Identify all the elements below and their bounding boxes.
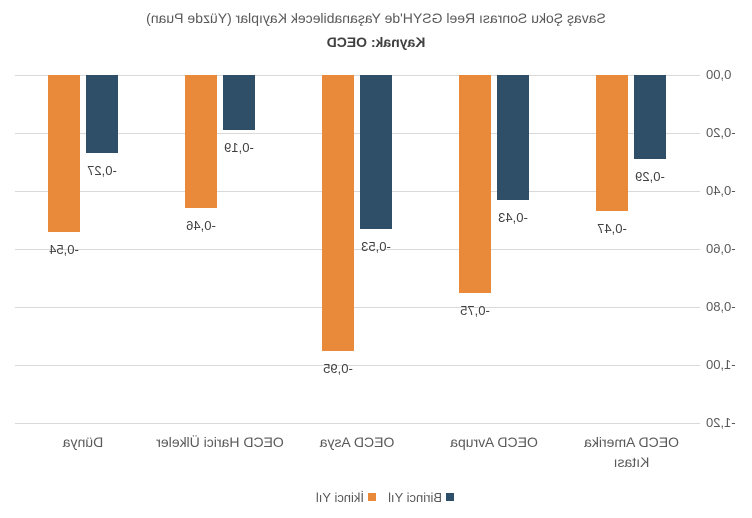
x-tick-label-oecd-amerika-kitasi: OECD Amerika Kıtası — [584, 434, 679, 470]
data-label-ikinci-yil-oecd-amerika-kitasi: -0,47 — [597, 221, 627, 236]
data-label-ikinci-yil-oecd-asya: -0,95 — [323, 361, 353, 376]
legend-label-birinci-yil: Birinci Yıl — [388, 489, 442, 505]
gridline-6 — [15, 423, 700, 424]
legend-item-ikinci-yil: İkinci Yıl — [315, 489, 377, 505]
legend-swatch-birinci-yil — [446, 493, 454, 501]
data-label-birinci-yil-oecd-avrupa: -0,43 — [498, 210, 528, 225]
legend-item-birinci-yil: Birinci Yıl — [388, 490, 454, 505]
bar-ikinci-yil-oecd-harici-ulkeler — [185, 75, 217, 208]
x-tick-label-oecd-harici-ulkeler: OECD Harici Ülkeler — [156, 434, 284, 450]
data-label-ikinci-yil-dunya: -0,54 — [49, 242, 79, 257]
data-label-birinci-yil-dunya: -0,27 — [87, 163, 117, 178]
legend-label-ikinci-yil: İkinci Yıl — [315, 489, 365, 505]
x-tick-label-oecd-asya: OECD Asya — [319, 434, 395, 450]
y-tick-label: -0,20 — [706, 125, 736, 140]
chart-subtitle: Kaynak: OECD — [326, 34, 426, 50]
x-tick-label-oecd-avrupa: OECD Avrupa — [450, 434, 538, 450]
data-label-ikinci-yil-oecd-avrupa: -0,75 — [460, 303, 490, 318]
bar-ikinci-yil-oecd-amerika-kitasi — [596, 75, 628, 211]
data-label-birinci-yil-oecd-amerika-kitasi: -0,29 — [635, 169, 665, 184]
x-tick-label-dunya: Dünya — [62, 434, 104, 450]
y-tick-label: -0,40 — [706, 183, 736, 198]
bar-birinci-yil-oecd-amerika-kitasi — [634, 75, 666, 159]
bar-birinci-yil-oecd-avrupa — [497, 75, 529, 200]
data-label-birinci-yil-oecd-harici-ulkeler: -0,19 — [224, 140, 254, 155]
data-label-ikinci-yil-oecd-harici-ulkeler: -0,46 — [186, 218, 216, 233]
y-tick-label: -0,80 — [706, 299, 736, 314]
data-label-birinci-yil-oecd-asya: -0,53 — [361, 239, 391, 254]
y-tick-label: -0,60 — [706, 241, 736, 256]
y-tick-label: -1,20 — [706, 415, 736, 430]
bar-ikinci-yil-oecd-avrupa — [459, 75, 491, 293]
bar-birinci-yil-dunya — [86, 75, 118, 153]
gridline-4 — [15, 307, 700, 308]
bar-ikinci-yil-oecd-asya — [322, 75, 354, 351]
legend: Birinci Yıl İkinci Yıl — [282, 489, 454, 505]
legend-swatch-ikinci-yil — [368, 493, 377, 501]
y-tick-label: 0,00 — [706, 67, 732, 82]
chart-title: Savaş Şoku Sonrası Reel GSYH'de Yaşanabi… — [146, 10, 606, 26]
bar-birinci-yil-oecd-asya — [360, 75, 392, 229]
bar-birinci-yil-oecd-harici-ulkeler — [223, 75, 255, 130]
bar-ikinci-yil-dunya — [48, 75, 80, 232]
y-tick-label: -1,00 — [706, 357, 736, 372]
